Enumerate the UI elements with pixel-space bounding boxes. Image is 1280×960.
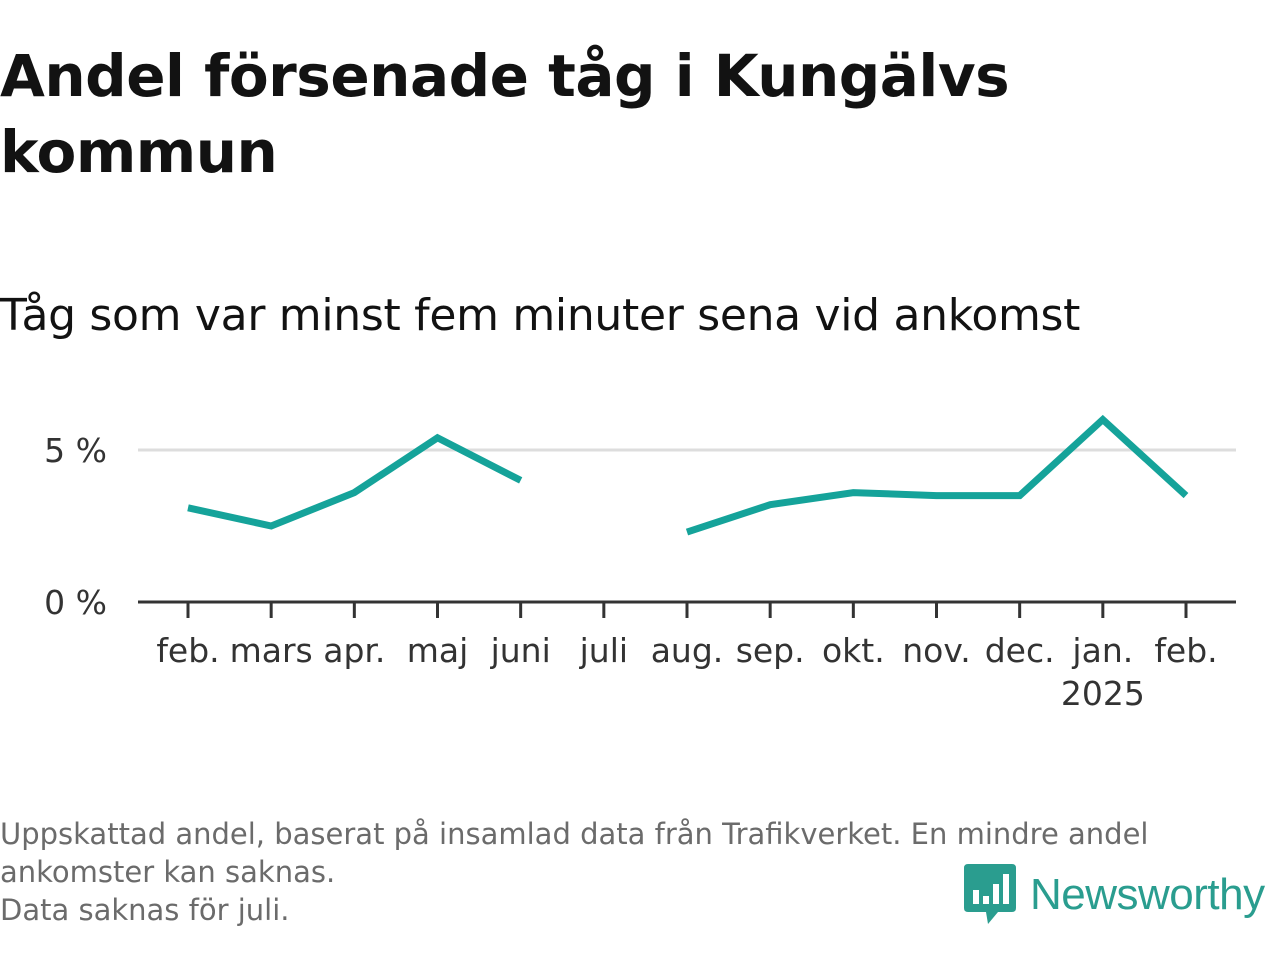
x-tick-label-7: sep. (736, 631, 805, 670)
x-tick-label-3: maj (407, 631, 469, 670)
footnotes: Uppskattad andel, baserat på insamlad da… (0, 815, 1270, 929)
x-tick-label-2: apr. (323, 631, 385, 670)
y-tick-label-1: 5 % (44, 431, 107, 470)
footnote-source: Uppskattad andel, baserat på insamlad da… (0, 817, 1149, 889)
x-tick-label-10: dec. (985, 631, 1055, 670)
series-lines (187, 414, 1189, 536)
y-tick-label-0: 0 % (44, 583, 107, 622)
x-tick-label-6: aug. (651, 631, 724, 670)
x-year-label: 2025 (1061, 674, 1145, 713)
line-chart: 0 % 5 % feb. mars apr. maj juni juli aug. sep. ok… (44, 414, 1236, 713)
x-axis (138, 600, 1236, 618)
series-0-segment-0 (187, 433, 523, 530)
chart-title: Andel försenade tåg i Kungälvs kommun (0, 42, 1010, 186)
x-tick-label-8: okt. (822, 631, 885, 670)
series-0-segment-1 (685, 414, 1189, 536)
x-tick-label-11: jan. (1071, 631, 1133, 670)
x-tick-label-9: nov. (902, 631, 971, 670)
x-axis-labels: feb. mars apr. maj juni juli aug. sep. okt. nov. d… (156, 631, 1217, 713)
brand-name: Newsworthy (1030, 870, 1265, 919)
x-tick-label-4: juni (490, 631, 551, 670)
x-tick-label-1: mars (230, 631, 313, 670)
bar-chart-bubble-icon (964, 864, 1016, 924)
x-tick-label-5: juli (579, 631, 628, 670)
y-axis-ticks: 0 % 5 % (44, 431, 107, 622)
x-tick-label-12: feb. (1154, 631, 1217, 670)
x-tick-label-0: feb. (156, 631, 219, 670)
brand-logo: Newsworthy (964, 862, 1265, 928)
footnote-missing: Data saknas för juli. (0, 893, 290, 927)
chart-subtitle: Tåg som var minst fem minuter sena vid a… (0, 290, 1081, 341)
